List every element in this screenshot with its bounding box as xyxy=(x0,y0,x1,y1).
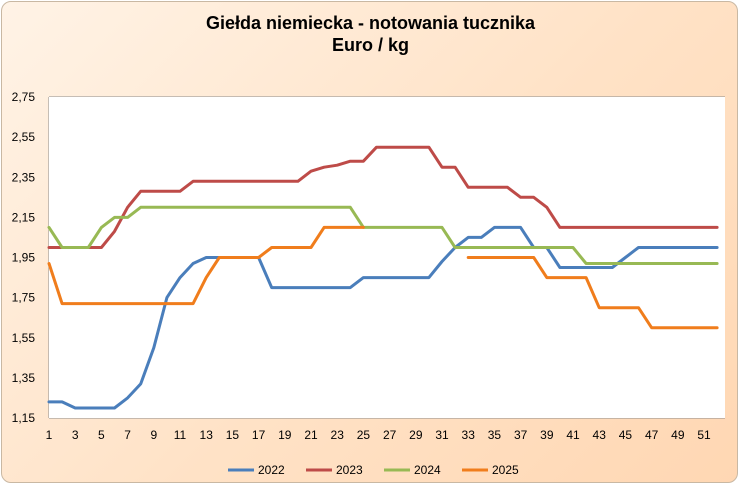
legend-label-2022: 2022 xyxy=(258,463,285,477)
series-line-2022 xyxy=(47,225,719,410)
x-tick-label: 3 xyxy=(72,428,79,442)
x-tick-label: 31 xyxy=(435,428,449,442)
x-tick-label: 45 xyxy=(619,428,633,442)
legend-label-2023: 2023 xyxy=(336,463,363,477)
x-tick-label: 47 xyxy=(645,428,659,442)
plot-background xyxy=(49,97,725,418)
x-tick-label: 41 xyxy=(566,428,580,442)
x-tick-label: 51 xyxy=(697,428,711,442)
series-line-2024 xyxy=(47,205,719,265)
x-tick-label: 25 xyxy=(357,428,371,442)
y-tick-label: 1,15 xyxy=(12,411,36,425)
chart-title-line: Giełda niemiecka - notowania tucznika xyxy=(205,13,536,33)
x-tick-label: 39 xyxy=(540,428,554,442)
series-line-2023 xyxy=(47,145,719,249)
x-tick-label: 19 xyxy=(278,428,292,442)
x-tick-label: 1 xyxy=(46,428,53,442)
legend-label-2024: 2024 xyxy=(414,463,441,477)
y-tick-label: 2,15 xyxy=(12,210,36,224)
x-tick-label: 33 xyxy=(462,428,476,442)
chart-title: Giełda niemiecka - notowania tucznika Eu… xyxy=(0,12,741,56)
plot-area xyxy=(49,97,725,418)
x-tick-label: 43 xyxy=(593,428,607,442)
series-lines xyxy=(47,145,719,410)
legend-label-2025: 2025 xyxy=(492,463,519,477)
y-tick-label: 2,35 xyxy=(12,170,36,184)
series-line-2025 xyxy=(47,225,719,330)
x-tick-label: 37 xyxy=(514,428,528,442)
x-tick-label: 7 xyxy=(124,428,131,442)
x-tick-label: 9 xyxy=(150,428,157,442)
y-tick-label: 1,55 xyxy=(12,331,36,345)
x-tick-label: 23 xyxy=(331,428,345,442)
x-tick-label: 5 xyxy=(98,428,105,442)
y-tick-label: 1,95 xyxy=(12,251,36,265)
x-tick-label: 29 xyxy=(409,428,423,442)
y-tick-label: 2,55 xyxy=(12,130,36,144)
x-axis-ticks: 1 3 5 7 9 11 13 15 17 19 21 23 25 27 29 31 33 35 37 39 41 43 4… xyxy=(46,428,711,442)
x-tick-label: 17 xyxy=(252,428,266,442)
legend: 2022 2023 2024 2025 xyxy=(228,463,519,477)
x-tick-label: 11 xyxy=(174,428,187,442)
y-tick-label: 1,35 xyxy=(12,371,36,385)
x-tick-label: 15 xyxy=(226,428,240,442)
y-tick-label: 2,75 xyxy=(12,90,36,104)
x-tick-label: 35 xyxy=(488,428,502,442)
x-tick-label: 21 xyxy=(304,428,318,442)
x-tick-label: 13 xyxy=(200,428,214,442)
x-tick-label: 49 xyxy=(671,428,685,442)
y-tick-label: 1,75 xyxy=(12,291,36,305)
chart-subtitle: Euro / kg xyxy=(331,35,409,55)
x-tick-label: 27 xyxy=(383,428,397,442)
y-axis-ticks: 2,75 2,55 2,35 2,15 1,95 1,75 1,55 1,35 1,15 xyxy=(12,90,36,425)
